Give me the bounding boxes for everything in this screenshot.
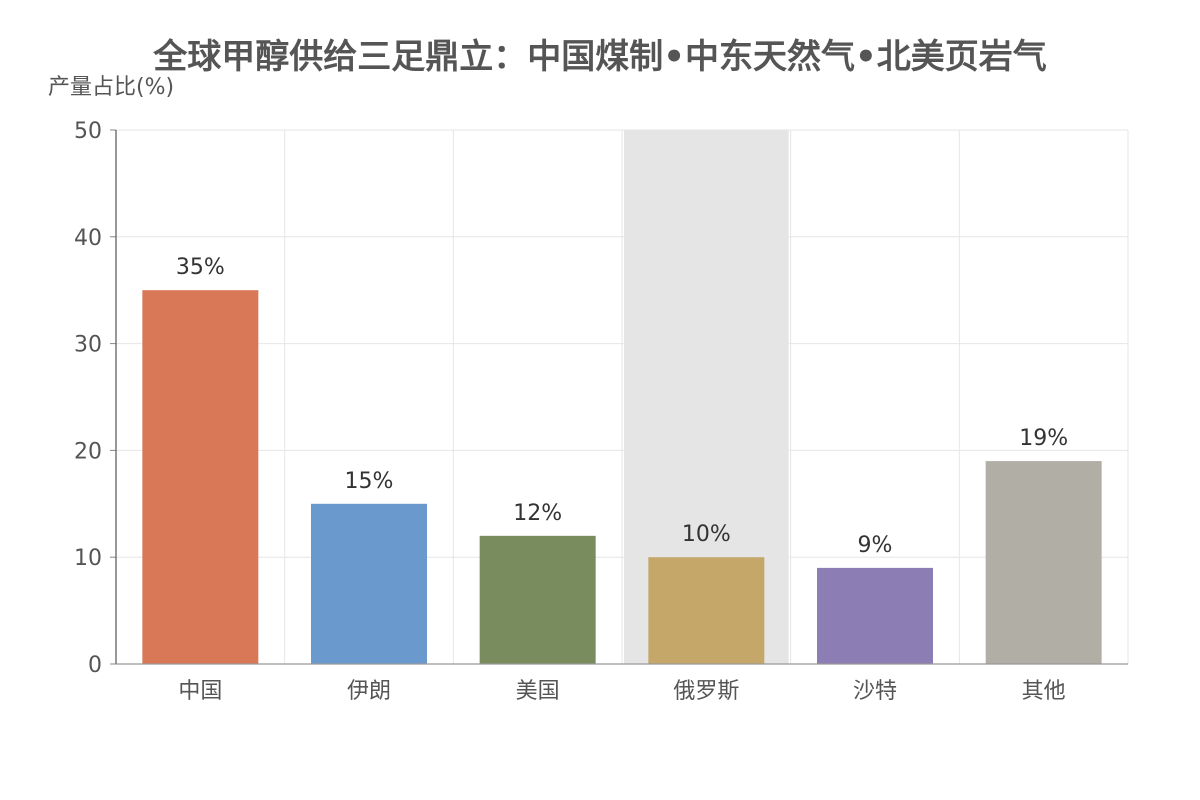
bar-3 [648,557,765,664]
y-tick-label: 50 [74,119,102,144]
y-tick-label: 40 [74,226,102,251]
x-tick-label-5: 其他 [1022,679,1066,704]
y-tick-label: 0 [88,653,102,678]
data-label-1: 15% [345,469,394,494]
data-label-3: 10% [682,522,731,547]
chart-title: 全球甲醇供给三足鼎立：中国煤制•中东天然气•北美页岩气 [152,37,1046,77]
x-tick-label-0: 中国 [178,679,222,704]
label-layer: 35% 中国 15% 伊朗 12% 美国 10% 俄罗斯 9% 沙特 19% 其他 [176,255,1068,704]
bar-2 [479,535,596,664]
grid-layer [116,129,1129,664]
bar-5 [985,461,1102,664]
data-label-2: 12% [513,501,562,526]
y-tick-label: 10 [74,546,102,571]
x-tick-label-2: 美国 [516,679,560,704]
y-axis-label: 产量占比(%) [48,75,174,100]
bar-1 [311,503,427,664]
data-label-4: 9% [858,533,893,558]
x-tick-label-3: 俄罗斯 [673,679,739,704]
axis-layer: 0 10 20 30 40 50 [74,119,1128,678]
bar-0 [142,290,259,664]
data-label-5: 19% [1019,426,1068,451]
x-tick-label-1: 伊朗 [347,679,391,704]
data-label-0: 35% [176,255,225,280]
y-tick-label: 30 [74,333,102,358]
y-tick-label: 20 [74,439,102,464]
x-tick-label-4: 沙特 [853,679,897,704]
bar-4 [817,567,933,664]
bar-layer [142,290,1102,664]
